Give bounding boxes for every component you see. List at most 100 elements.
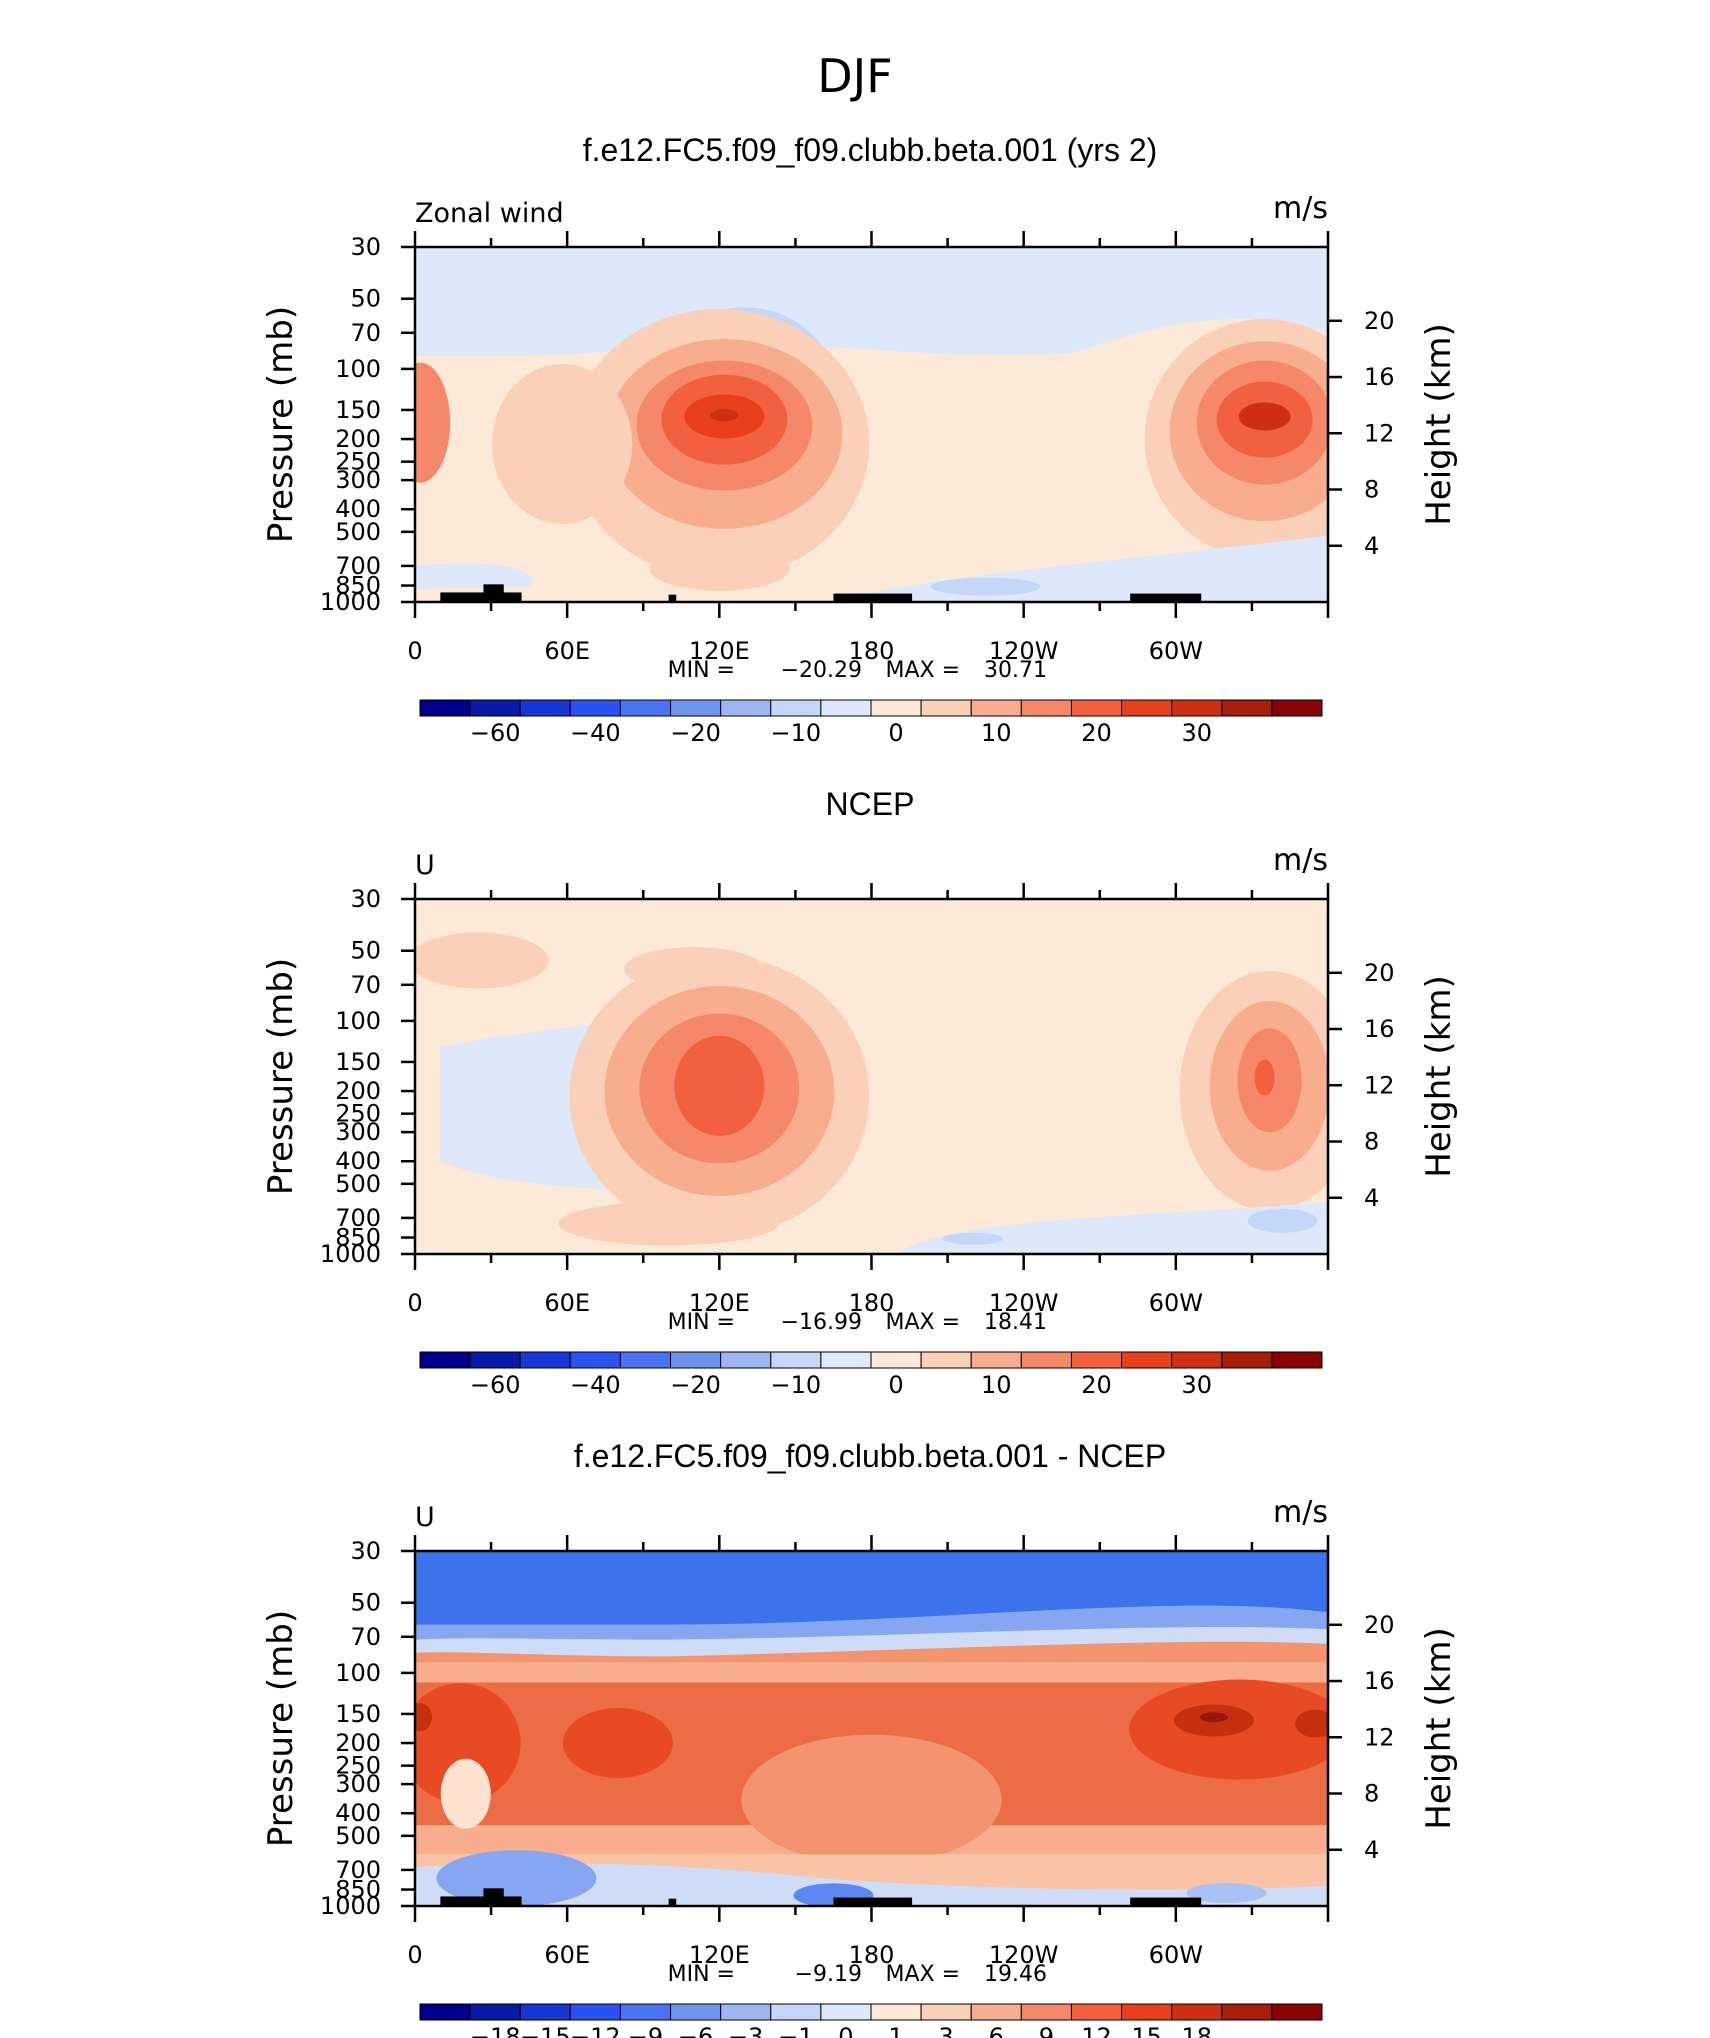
min-max-stats: MIN = −9.19 MAX = 19.46 (668, 1962, 1047, 1987)
y2-tick-label: 20 (1364, 959, 1395, 987)
y-tick-label: 400 (335, 1147, 381, 1175)
low-easterly-core (930, 577, 1041, 596)
x-tick-label: 120E (689, 1941, 750, 1969)
colorbar-box (670, 2003, 722, 2021)
colorbar-box (720, 699, 772, 717)
y-axis-label: Pressure (mb) (261, 1610, 301, 1847)
figure-title: DJF (817, 49, 892, 103)
colorbar-box (419, 2003, 471, 2021)
colorbar-box (870, 699, 922, 717)
colorbar-box (619, 699, 672, 717)
colorbar-box (469, 699, 521, 717)
y-tick-label: 850 (335, 1876, 381, 1904)
westerly-edge (415, 362, 451, 483)
max-value: 19.46 (984, 1962, 1047, 1987)
y2-axis-label: Height (km) (1419, 1627, 1459, 1830)
colorbar-box (519, 2003, 571, 2021)
y-tick-label: 1000 (320, 1892, 381, 1920)
y-tick-label: 300 (335, 1770, 381, 1798)
y2-tick-label: 16 (1364, 1015, 1395, 1043)
jet-core (1238, 402, 1291, 431)
y-tick-label: 250 (335, 448, 381, 476)
colorbar-box (720, 2003, 772, 2021)
colorbar-box (519, 699, 571, 717)
y2-tick-label: 8 (1364, 476, 1379, 504)
colorbar-box (469, 2003, 521, 2021)
colorbar-label: 15 (1131, 2023, 1162, 2038)
y2-tick-label: 20 (1364, 1611, 1395, 1639)
colorbar-label: 30 (1181, 1371, 1212, 1399)
contour-field (415, 899, 1328, 1254)
y-tick-label: 70 (350, 319, 381, 347)
colorbar-box (1020, 1351, 1072, 1369)
colorbar-box (820, 1351, 872, 1369)
colorbar-box (970, 699, 1022, 717)
y-tick-label: 150 (335, 1048, 381, 1076)
colorbar-box (569, 699, 621, 717)
y2-axis: 20 16 12 8 4 (1328, 1611, 1395, 1864)
colorbar-label: 1 (888, 2023, 903, 2038)
colorbar-label: −10 (771, 1371, 822, 1399)
y-tick-label: 250 (335, 1752, 381, 1780)
y-tick-label: 50 (350, 285, 381, 313)
panel-title: NCEP (826, 786, 915, 822)
y-tick-label: 200 (335, 1729, 381, 1757)
colorbar-box (720, 1351, 772, 1369)
y2-tick-label: 12 (1364, 1071, 1395, 1099)
x-tick-label: 120W (989, 1941, 1059, 1969)
colorbar-label: 10 (981, 1371, 1012, 1399)
colorbar-label: −3 (728, 2023, 763, 2038)
colorbar-box (619, 2003, 672, 2021)
colorbar-label: −15 (520, 2023, 571, 2038)
y2-tick-label: 20 (1364, 307, 1395, 335)
colorbar-box (1271, 699, 1323, 717)
y2-tick-label: 4 (1364, 1184, 1379, 1212)
colorbar-box (469, 1351, 521, 1369)
y-tick-label: 300 (335, 466, 381, 494)
colorbar-box (820, 2003, 872, 2021)
y-tick-label: 1000 (320, 588, 381, 616)
colorbar-box (569, 1351, 621, 1369)
colorbar-label: −60 (470, 719, 521, 747)
colorbar: −18 −15 −12 −9 −6 −3 −1 0 1 3 6 9 12 15 18 (419, 2003, 1323, 2038)
y-tick-label: 150 (335, 396, 381, 424)
colorbar-label: 6 (989, 2023, 1004, 2038)
topography (483, 584, 504, 602)
topography (1130, 593, 1202, 602)
y2-axis: 20 16 12 8 4 (1328, 959, 1395, 1212)
panel-1: f.e12.FC5.f09_f09.clubb.beta.001 (yrs 2)… (261, 132, 1459, 747)
max-label: MAX = (885, 658, 960, 683)
colorbar-label: −6 (678, 2023, 713, 2038)
y-tick-label: 200 (335, 425, 381, 453)
colorbar-box (1070, 1351, 1123, 1369)
low-easterly (896, 1202, 1328, 1254)
x-tick-label: 60E (544, 1289, 590, 1317)
variable-label: U (415, 850, 435, 881)
x-tick-label: 120E (689, 1289, 750, 1317)
jet-core-max (710, 409, 739, 422)
colorbar-box (1221, 1351, 1273, 1369)
x-tick-label: 120E (689, 637, 750, 665)
y-tick-label: 200 (335, 1077, 381, 1105)
colorbar-label: −40 (570, 1371, 621, 1399)
y2-tick-label: 8 (1364, 1780, 1379, 1808)
colorbar-label: −20 (670, 719, 721, 747)
colorbar-box (970, 1351, 1022, 1369)
colorbar-label: −40 (570, 719, 621, 747)
colorbar-box (1271, 1351, 1323, 1369)
x-tick-label: 60W (1149, 637, 1203, 665)
positive-region (741, 1734, 1002, 1865)
variable-label: Zonal wind (415, 198, 564, 229)
colorbar-box (770, 699, 822, 717)
colorbar-box (1070, 699, 1123, 717)
topography (833, 593, 913, 602)
y-tick-label: 400 (335, 495, 381, 523)
x-axis: 0 60E 120E 180 120W 60W (407, 1535, 1330, 1969)
x-axis: 0 60E 120E 180 120W 60W (407, 883, 1330, 1317)
colorbar-label: −60 (470, 1371, 521, 1399)
colorbar-box (670, 699, 722, 717)
topography (440, 1896, 522, 1906)
max-label: MAX = (885, 1962, 960, 1987)
x-tick-label: 0 (407, 637, 422, 665)
